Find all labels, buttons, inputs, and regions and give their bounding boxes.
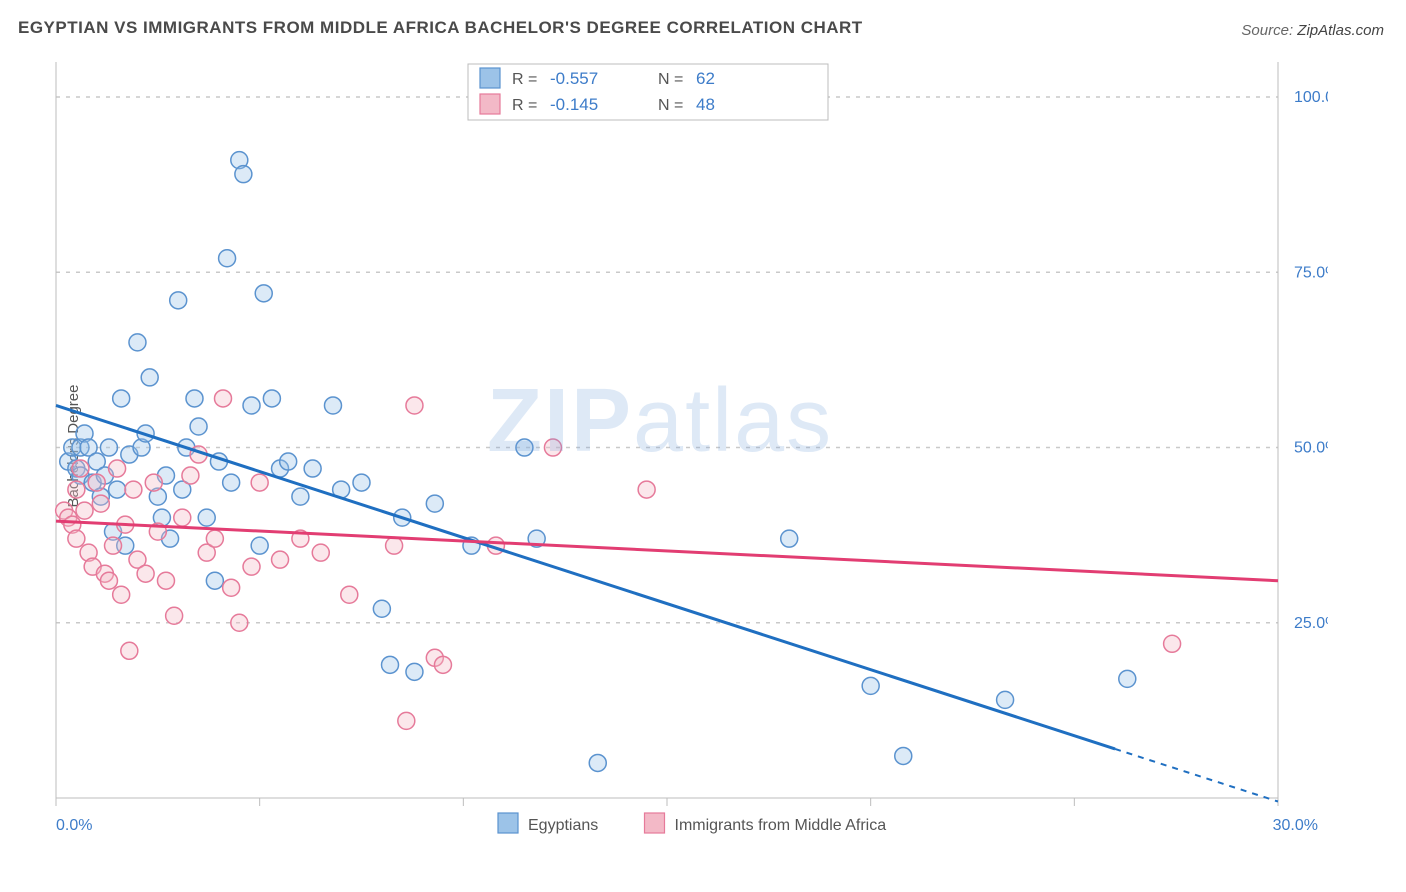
x-min-label: 0.0% (56, 817, 92, 834)
source-attribution: Source: ZipAtlas.com (1241, 22, 1384, 39)
data-point (109, 460, 126, 477)
data-point (68, 530, 85, 547)
legend-n-label: N = (658, 71, 683, 88)
data-point (304, 460, 321, 477)
y-tick-label: 50.0% (1294, 440, 1328, 457)
data-point (88, 474, 105, 491)
legend-r-label: R = (512, 71, 537, 88)
data-point (1119, 670, 1136, 687)
y-tick-label: 25.0% (1294, 615, 1328, 632)
data-point (231, 614, 248, 631)
data-point (174, 509, 191, 526)
data-point (223, 474, 240, 491)
legend-swatch (645, 813, 665, 833)
data-point (235, 166, 252, 183)
trend-line-extrapolated (1115, 749, 1278, 802)
data-point (997, 691, 1014, 708)
data-point (141, 369, 158, 386)
data-point (263, 390, 280, 407)
data-point (100, 572, 117, 589)
data-point (105, 537, 122, 554)
data-point (72, 460, 89, 477)
data-point (406, 663, 423, 680)
legend-series-label: Immigrants from Middle Africa (675, 817, 887, 834)
data-point (113, 586, 130, 603)
data-point (272, 551, 289, 568)
data-point (1164, 635, 1181, 652)
y-tick-label: 100.0% (1294, 89, 1328, 106)
legend-n-label: N = (658, 97, 683, 114)
data-point (145, 474, 162, 491)
data-point (92, 495, 109, 512)
legend-swatch (498, 813, 518, 833)
data-point (341, 586, 358, 603)
chart-svg: 25.0% 50.0% 75.0% 100.0% 0.0% 30.0% R = -0.557 N… (48, 58, 1328, 878)
data-point (382, 656, 399, 673)
legend-n-value: 62 (696, 69, 715, 88)
data-point (516, 439, 533, 456)
legend-swatch (480, 94, 500, 114)
data-point (121, 642, 138, 659)
data-point (292, 488, 309, 505)
data-point (434, 656, 451, 673)
data-point (426, 495, 443, 512)
data-point (100, 439, 117, 456)
data-point (170, 292, 187, 309)
data-point (223, 579, 240, 596)
data-point (312, 544, 329, 561)
data-point (862, 677, 879, 694)
legend-r-label: R = (512, 97, 537, 114)
source-label: Source: (1241, 22, 1293, 39)
data-point (406, 397, 423, 414)
data-point (137, 565, 154, 582)
data-point (589, 754, 606, 771)
data-point (129, 334, 146, 351)
legend-n-value: 48 (696, 95, 715, 114)
data-point (76, 502, 93, 519)
data-point (206, 572, 223, 589)
legend-swatch (480, 68, 500, 88)
legend-series-label: Egyptians (528, 817, 598, 834)
data-point (895, 747, 912, 764)
data-point (113, 390, 130, 407)
data-point (198, 509, 215, 526)
data-point (398, 712, 415, 729)
x-max-label: 30.0% (1273, 817, 1318, 834)
data-point (353, 474, 370, 491)
data-point (243, 397, 260, 414)
data-point (324, 397, 341, 414)
trend-line (56, 521, 1278, 581)
data-point (251, 474, 268, 491)
data-point (219, 250, 236, 267)
chart-title: EGYPTIAN VS IMMIGRANTS FROM MIDDLE AFRIC… (18, 18, 863, 38)
data-point (206, 530, 223, 547)
data-point (638, 481, 655, 498)
y-tick-label: 75.0% (1294, 264, 1328, 281)
legend-r-value: -0.145 (550, 95, 598, 114)
data-point (373, 600, 390, 617)
source-value: ZipAtlas.com (1297, 22, 1384, 39)
data-point (251, 537, 268, 554)
data-point (781, 530, 798, 547)
data-point (157, 572, 174, 589)
data-point (215, 390, 232, 407)
data-point (186, 390, 203, 407)
data-point (386, 537, 403, 554)
data-point (166, 607, 183, 624)
data-point (68, 481, 85, 498)
legend-r-value: -0.557 (550, 69, 598, 88)
data-point (243, 558, 260, 575)
data-point (280, 453, 297, 470)
data-point (255, 285, 272, 302)
data-point (125, 481, 142, 498)
data-point (190, 418, 207, 435)
data-point (182, 467, 199, 484)
data-point (544, 439, 561, 456)
plot-area: 25.0%50.0%75.0%100.0%0.0%30.0%R =-0.557N… (48, 58, 1384, 828)
data-point (109, 481, 126, 498)
